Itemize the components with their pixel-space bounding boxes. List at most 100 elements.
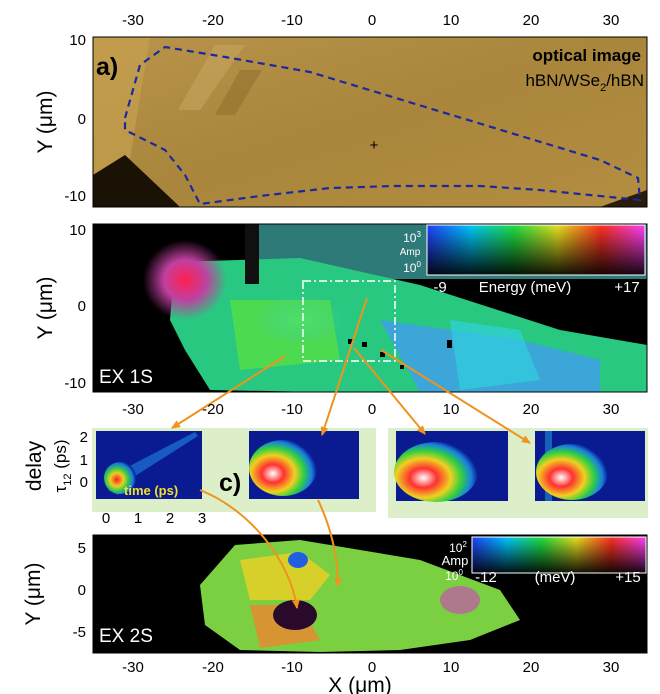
- arrow-to-inset-3: [353, 347, 426, 435]
- panel-b: b) EX 1S 103 Amp 100 -9 Energy (meV) +17: [92, 223, 648, 393]
- flake-stripe: [178, 45, 245, 110]
- colorbar-d-amp-top: 102: [449, 540, 467, 555]
- dark-hole-d: [273, 600, 317, 630]
- colorbar-d-amp-word: Amp: [442, 553, 469, 568]
- top-xtick-6: 30: [603, 12, 620, 29]
- d-ytick-0: 5: [78, 540, 86, 557]
- mid-xtick-4: 10: [443, 401, 460, 418]
- dark-stripe: [245, 224, 259, 284]
- c-xtick-2: 2: [166, 510, 174, 527]
- inset-x-label: time (ps): [124, 483, 178, 498]
- panel-c: c) time (ps) delay τ12 (ps) 0 1 2 0 1 2 …: [23, 428, 648, 527]
- panel-a: + a) optical image hBN/WSe2/hBN: [92, 36, 648, 208]
- magenta-spot-d: [440, 586, 480, 614]
- optical-title: optical image: [532, 46, 641, 65]
- inset-1-blob: [104, 462, 136, 494]
- dark-corner-region: [93, 155, 180, 207]
- ex1s-tag: EX 1S: [99, 367, 153, 388]
- c-xtick-1: 1: [134, 510, 142, 527]
- magenta-hotspot: [143, 240, 227, 320]
- arrow-to-map-d-1: [199, 489, 300, 609]
- bottom-xtick-2: -10: [281, 659, 303, 676]
- colorbar-d-min: -12: [475, 569, 497, 586]
- panel-c-label: c): [219, 469, 241, 497]
- mid-xtick-5: 20: [523, 401, 540, 418]
- colorbar-b-min: -9: [433, 279, 446, 296]
- b-ytick-0: 10: [69, 222, 86, 239]
- b-ytick-1: 0: [78, 298, 86, 315]
- b-y-axis: 10 0 -10: [64, 222, 86, 392]
- panel-b-frame: [92, 223, 648, 393]
- arrows: [171, 297, 531, 609]
- inset-4-blob: [536, 444, 608, 500]
- mid-x-axis: -30 -20 -10 0 10 20 30: [122, 401, 619, 418]
- top-x-axis: -30 -20 -10 0 10 20 30: [122, 12, 619, 29]
- green-glow: [255, 295, 345, 345]
- y-label-d: Y (μm): [22, 562, 45, 625]
- defect-1: [348, 339, 353, 344]
- panel-a-label: a): [96, 53, 118, 81]
- colorbar-b-amp-word: Amp: [400, 247, 421, 258]
- b-ytick-2: -10: [64, 375, 86, 392]
- mid-xtick-0: -30: [122, 401, 144, 418]
- bottom-xtick-4: 10: [443, 659, 460, 676]
- d-y-axis: 5 0 -5: [73, 540, 86, 641]
- colorbar-d-amp-bot: 100: [445, 568, 463, 583]
- inset-3-blob: [394, 442, 478, 502]
- mid-xtick-6: 30: [603, 401, 620, 418]
- arrow-to-inset-2: [320, 297, 368, 436]
- mid-xtick-3: 0: [368, 401, 376, 418]
- ex2s-tag: EX 2S: [99, 626, 153, 647]
- x-label: X (μm): [328, 674, 391, 694]
- colorbar-d-label: (meV): [535, 569, 576, 586]
- arrow-to-inset-1: [171, 355, 286, 429]
- c-ytick-1: 1: [80, 452, 88, 469]
- bottom-xtick-5: 20: [523, 659, 540, 676]
- top-xtick-4: 10: [443, 12, 460, 29]
- roi-box: [302, 280, 396, 362]
- panel-d-frame: [92, 534, 648, 654]
- a-ytick-2: -10: [64, 188, 86, 205]
- bottom-xtick-3: 0: [368, 659, 376, 676]
- top-xtick-2: -10: [281, 12, 303, 29]
- a-ytick-0: 10: [69, 32, 86, 49]
- bottom-x-axis: -30 -20 -10 0 10 20 30: [122, 659, 619, 676]
- arrow-to-map-d-2: [317, 499, 342, 587]
- colorbar-d-frame: [471, 536, 647, 574]
- bottom-xtick-0: -30: [122, 659, 144, 676]
- c-ytick-0: 0: [80, 474, 88, 491]
- top-xtick-0: -30: [122, 12, 144, 29]
- flake-outline: [123, 45, 642, 206]
- colorbar-b-amp-top: 103: [403, 230, 421, 245]
- top-xtick-5: 20: [523, 12, 540, 29]
- flake-stripe-2: [215, 70, 262, 115]
- colorbar-b-amp-bot: 100: [403, 260, 421, 275]
- defect-5: [400, 365, 404, 369]
- colorbar-d-max: +15: [615, 569, 640, 586]
- bottom-xtick-1: -20: [202, 659, 224, 676]
- flake-map-cyan: [450, 320, 540, 390]
- delay-label: delay: [23, 440, 46, 491]
- tau-label: τ12 (ps): [51, 440, 74, 493]
- colorbar-d-shade: [472, 537, 646, 573]
- panel-b-label: b): [96, 240, 120, 268]
- y-label-b: Y (μm): [34, 276, 57, 339]
- optical-image: [93, 37, 647, 207]
- c-xtick-0: 0: [102, 510, 110, 527]
- mid-xtick-2: -10: [281, 401, 303, 418]
- colorbar-b-frame: [426, 224, 646, 276]
- panel-d: d) EX 2S 102 Amp 100 -12 (meV) +15: [92, 534, 648, 654]
- c-ytick-2: 2: [80, 429, 88, 446]
- colorbar-b-max: +17: [614, 279, 639, 296]
- panel-a-frame: [92, 36, 648, 208]
- c-xtick-3: 3: [198, 510, 206, 527]
- panel-d-label: d): [96, 552, 120, 580]
- d-ytick-2: -5: [73, 624, 86, 641]
- defect-3: [380, 352, 385, 357]
- center-marker: +: [370, 137, 379, 154]
- bottom-xtick-6: 30: [603, 659, 620, 676]
- defect-4: [447, 340, 452, 348]
- a-y-axis: 10 0 -10: [64, 32, 86, 205]
- top-xtick-3: 0: [368, 12, 376, 29]
- colorbar-b: 103 Amp 100 -9 Energy (meV) +17: [400, 224, 646, 296]
